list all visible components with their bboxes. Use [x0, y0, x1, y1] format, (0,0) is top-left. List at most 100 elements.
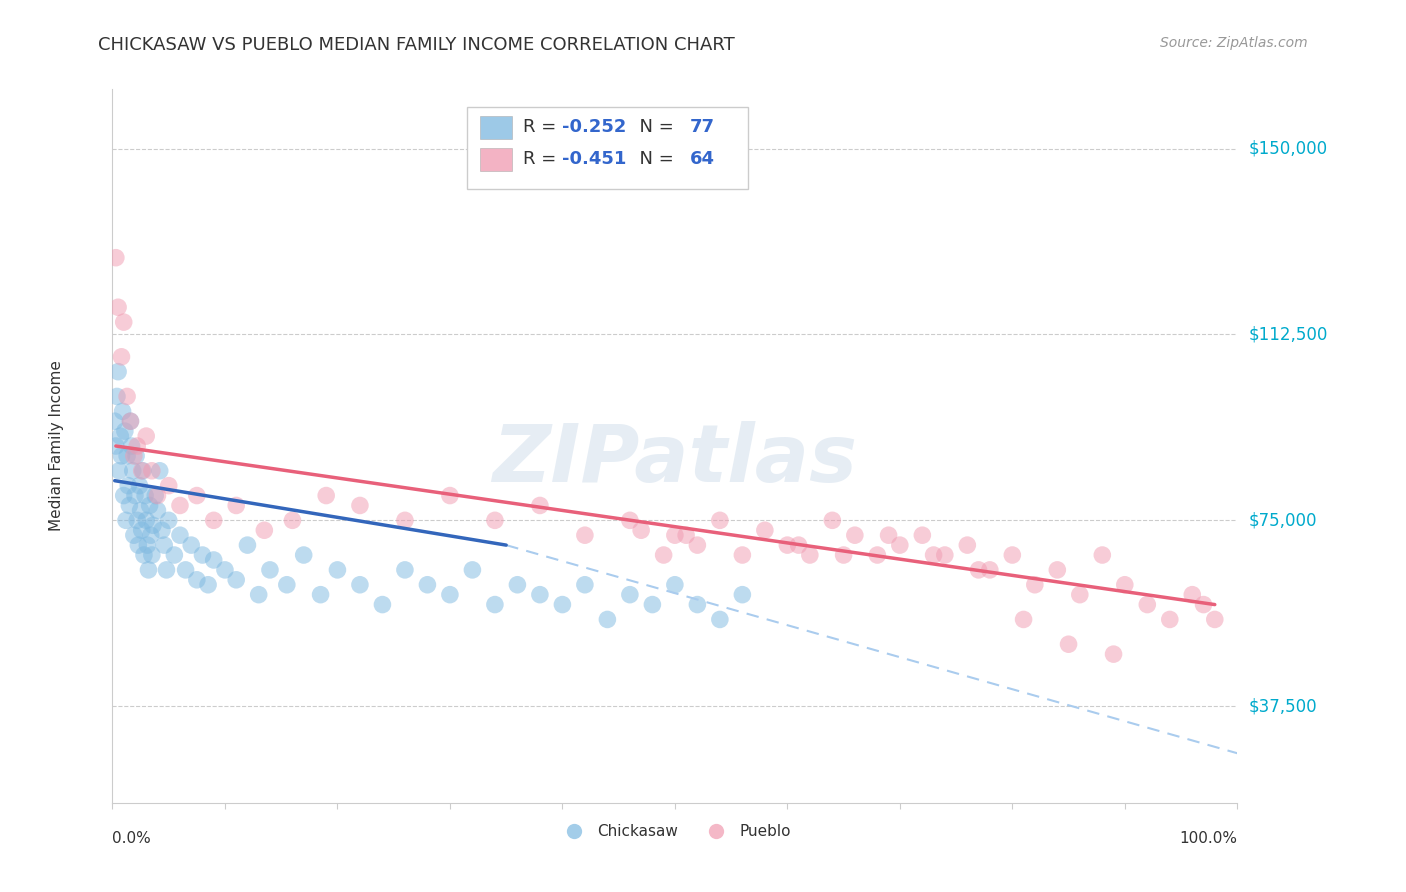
Point: [112, 489, 135, 503]
Point: [129, 503, 152, 517]
Point: [309, 588, 332, 602]
Text: $112,500: $112,500: [1249, 326, 1327, 343]
Point: [169, 499, 191, 513]
Point: [143, 489, 166, 503]
FancyBboxPatch shape: [467, 107, 748, 189]
Point: [394, 513, 416, 527]
Point: [112, 315, 135, 329]
Point: [259, 563, 281, 577]
Point: [153, 538, 176, 552]
Point: [877, 528, 900, 542]
Point: [1181, 588, 1204, 602]
Point: [292, 548, 315, 562]
Point: [253, 523, 276, 537]
Point: [104, 251, 127, 265]
Point: [104, 414, 127, 428]
Point: [169, 528, 191, 542]
Text: $75,000: $75,000: [1249, 511, 1317, 529]
Point: [1001, 548, 1024, 562]
Point: [787, 538, 810, 552]
Point: [128, 478, 150, 492]
Point: [349, 499, 371, 513]
Point: [506, 578, 529, 592]
Text: -0.451: -0.451: [562, 150, 627, 168]
Point: [132, 464, 155, 478]
Point: [1204, 612, 1226, 626]
Point: [619, 513, 641, 527]
Legend: Chickasaw, Pueblo: Chickasaw, Pueblo: [553, 818, 797, 845]
Point: [911, 528, 934, 542]
Point: [142, 518, 165, 533]
Point: [111, 404, 134, 418]
Point: [1159, 612, 1181, 626]
Text: Source: ZipAtlas.com: Source: ZipAtlas.com: [1160, 36, 1308, 50]
Point: [127, 439, 149, 453]
Text: $37,500: $37,500: [1249, 698, 1317, 715]
Point: [146, 489, 169, 503]
Point: [799, 548, 821, 562]
Point: [979, 563, 1001, 577]
Point: [1012, 612, 1035, 626]
Point: [191, 548, 214, 562]
Point: [157, 478, 180, 492]
Point: [484, 598, 506, 612]
Point: [136, 538, 159, 552]
Point: [551, 598, 574, 612]
Point: [247, 588, 270, 602]
Point: [1136, 598, 1159, 612]
Point: [138, 499, 160, 513]
Point: [709, 612, 731, 626]
Point: [596, 612, 619, 626]
Point: [967, 563, 990, 577]
Point: [754, 523, 776, 537]
Point: [1192, 598, 1215, 612]
Point: [574, 528, 596, 542]
Point: [120, 414, 142, 428]
Point: [105, 389, 128, 403]
Text: -0.252: -0.252: [562, 118, 627, 136]
Point: [225, 573, 247, 587]
FancyBboxPatch shape: [481, 148, 512, 171]
Point: [139, 528, 162, 542]
Point: [110, 350, 132, 364]
Point: [484, 513, 506, 527]
Point: [529, 499, 551, 513]
Point: [1091, 548, 1114, 562]
Text: 0.0%: 0.0%: [112, 831, 152, 847]
Point: [186, 573, 208, 587]
Text: R =: R =: [523, 150, 562, 168]
Text: 100.0%: 100.0%: [1180, 831, 1237, 847]
Point: [1024, 578, 1046, 592]
Point: [866, 548, 889, 562]
Point: [529, 588, 551, 602]
Point: [131, 464, 153, 478]
Point: [1114, 578, 1136, 592]
Point: [922, 548, 945, 562]
Point: [236, 538, 259, 552]
Point: [150, 523, 173, 537]
Point: [134, 489, 156, 503]
Point: [141, 464, 163, 478]
Point: [731, 588, 754, 602]
Point: [118, 499, 141, 513]
Point: [127, 538, 149, 552]
Point: [821, 513, 844, 527]
Point: [141, 548, 163, 562]
Point: [202, 513, 225, 527]
Point: [326, 563, 349, 577]
Text: R =: R =: [523, 118, 562, 136]
Point: [114, 424, 136, 438]
Point: [281, 513, 304, 527]
Point: [664, 528, 686, 542]
Point: [844, 528, 866, 542]
Point: [630, 523, 652, 537]
Point: [157, 513, 180, 527]
Point: [122, 449, 145, 463]
Text: ZIPatlas: ZIPatlas: [492, 421, 858, 500]
Point: [202, 553, 225, 567]
Point: [461, 563, 484, 577]
Point: [934, 548, 956, 562]
Point: [115, 449, 138, 463]
Point: [135, 429, 157, 443]
Point: [776, 538, 799, 552]
